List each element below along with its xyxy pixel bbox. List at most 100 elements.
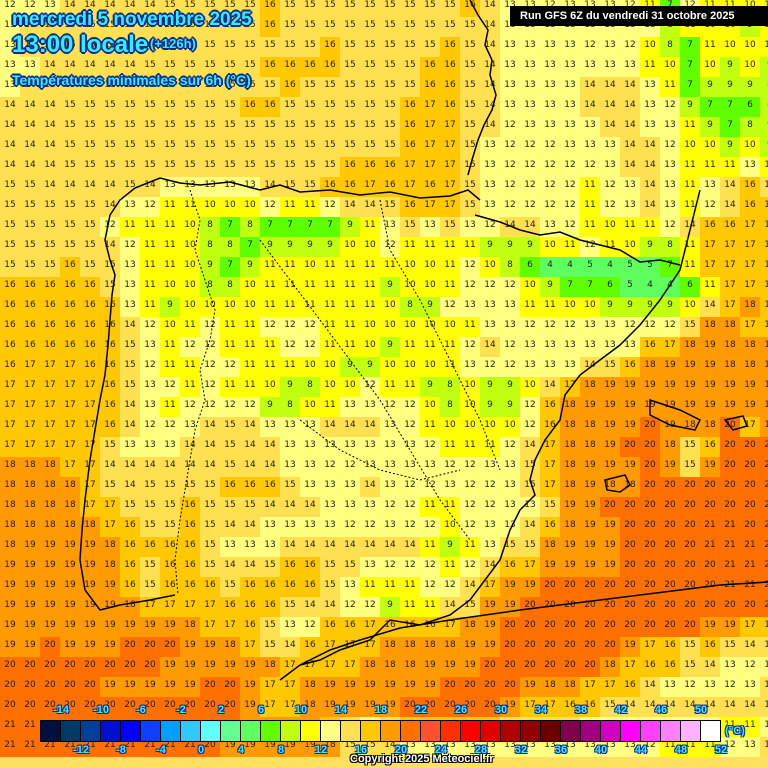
temperature-value: 14 — [204, 420, 216, 430]
temperature-value: 15 — [244, 120, 256, 130]
grid-cell — [260, 0, 280, 17]
temperature-value: 15 — [364, 40, 376, 50]
temperature-value: 15 — [304, 0, 316, 10]
temperature-value: 13 — [344, 480, 356, 490]
temperature-value: 16 — [284, 580, 296, 590]
temperature-value: 12 — [404, 560, 416, 570]
grid-cell — [220, 437, 240, 457]
grid-cell — [60, 97, 80, 117]
temperature-value: 13 — [184, 180, 196, 190]
temperature-value: 20 — [764, 500, 768, 510]
temperature-value: 13 — [284, 620, 296, 630]
temperature-value: 20 — [664, 620, 676, 630]
temperature-value: 19 — [564, 500, 576, 510]
temperature-value: 10 — [184, 260, 196, 270]
temperature-value: 14 — [464, 580, 476, 590]
grid-cell — [0, 417, 20, 437]
temperature-value: 12 — [624, 40, 636, 50]
temperature-value: 17 — [344, 640, 356, 650]
temperature-value: 16 — [544, 420, 556, 430]
temperature-value: 15 — [284, 40, 296, 50]
grid-cell — [220, 317, 240, 337]
temperature-value: 19 — [744, 380, 756, 390]
temperature-value: 15 — [224, 120, 236, 130]
temperature-value: 16 — [164, 540, 176, 550]
temperature-value: 9 — [247, 260, 253, 270]
temperature-value: 16 — [224, 600, 236, 610]
temperature-value: 19 — [24, 640, 36, 650]
grid-cell — [600, 57, 620, 77]
grid-cell — [40, 457, 60, 477]
grid-cell — [240, 457, 260, 477]
temperature-value: 13 — [144, 380, 156, 390]
temperature-value: 14 — [124, 320, 136, 330]
temperature-value: 19 — [84, 540, 96, 550]
temperature-value: 11 — [224, 340, 236, 350]
temperature-value: 19 — [584, 560, 596, 570]
forecast-lead-time: (+126h) — [150, 36, 196, 51]
temperature-value: 13 — [524, 40, 536, 50]
temperature-value: 9 — [287, 380, 293, 390]
temperature-value: 20 — [604, 600, 616, 610]
temperature-value: 15 — [404, 40, 416, 50]
temperature-value: 15 — [524, 460, 536, 470]
temperature-value: 16 — [104, 360, 116, 370]
temperature-value: 16 — [704, 640, 716, 650]
temperature-value: 11 — [604, 240, 616, 250]
temperature-value: 14 — [584, 80, 596, 90]
temperature-value: 13 — [324, 440, 336, 450]
grid-cell — [40, 317, 60, 337]
grid-cell — [700, 57, 720, 77]
temperature-value: 15 — [64, 100, 76, 110]
temperature-value: 15 — [464, 40, 476, 50]
temperature-value: 12 — [424, 580, 436, 590]
temperature-value: 20 — [684, 620, 696, 630]
temperature-value: 15 — [64, 220, 76, 230]
temperature-value: 17 — [424, 120, 436, 130]
grid-cell — [740, 177, 760, 197]
grid-cell — [640, 157, 660, 177]
temperature-value: 19 — [384, 680, 396, 690]
temperature-value: 15 — [764, 180, 768, 190]
temperature-value: 19 — [364, 680, 376, 690]
temperature-value: 19 — [184, 640, 196, 650]
temperature-value: 9 — [287, 240, 293, 250]
temperature-value: 19 — [104, 600, 116, 610]
temperature-value: 15 — [44, 220, 56, 230]
temperature-value: 15 — [344, 60, 356, 70]
temperature-value: 6 — [687, 280, 693, 290]
grid-cell — [40, 217, 60, 237]
temperature-value: 12 — [404, 480, 416, 490]
temperature-value: 15 — [24, 240, 36, 250]
temperature-value: 16 — [164, 560, 176, 570]
grid-cell — [360, 77, 380, 97]
temperature-value: 12 — [564, 160, 576, 170]
temperature-value: 10 — [464, 380, 476, 390]
temperature-value: 18 — [4, 500, 16, 510]
temperature-value: 13 — [404, 460, 416, 470]
grid-cell — [100, 0, 120, 17]
temperature-value: 10 — [564, 300, 576, 310]
grid-cell — [740, 157, 760, 177]
temperature-value: 18 — [764, 360, 768, 370]
temperature-value: 16 — [124, 540, 136, 550]
grid-cell — [20, 177, 40, 197]
grid-cell — [80, 17, 100, 37]
grid-cell — [180, 57, 200, 77]
grid-cell — [700, 157, 720, 177]
temperature-value: 17 — [744, 260, 756, 270]
temperature-value: 20 — [24, 660, 36, 670]
temperature-value: 15 — [4, 220, 16, 230]
temperature-value: 11 — [444, 500, 456, 510]
temperature-value: 21 — [744, 540, 756, 550]
legend-swatch — [61, 721, 81, 741]
temperature-value: 15 — [124, 120, 136, 130]
temperature-value: 14 — [44, 100, 56, 110]
temperature-value: 19 — [484, 620, 496, 630]
temperature-value: 13 — [744, 680, 756, 690]
temperature-value: 14 — [44, 60, 56, 70]
temperature-value: 11 — [164, 240, 176, 250]
grid-cell — [20, 217, 40, 237]
grid-cell — [20, 257, 40, 277]
grid-cell — [60, 57, 80, 77]
